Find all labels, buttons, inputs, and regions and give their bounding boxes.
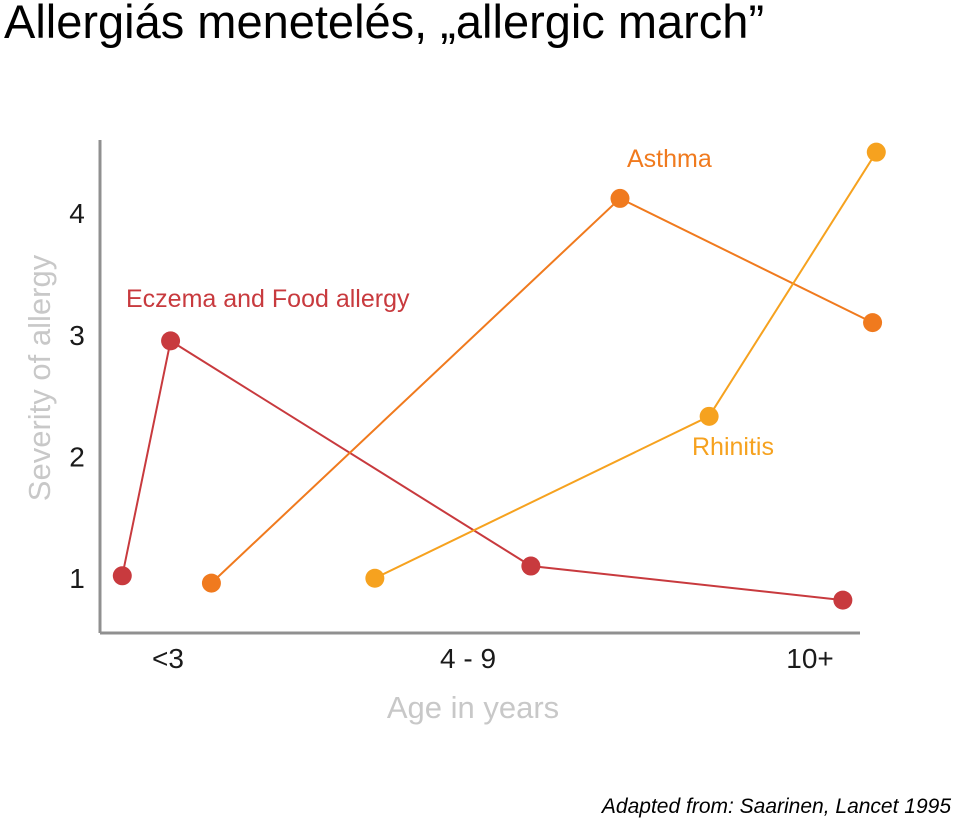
x-tick-label-2: 4 - 9 (440, 643, 496, 674)
data-point-eczema-4 (833, 590, 853, 610)
source-note: Adapted from: Saarinen, Lancet 1995 (601, 795, 951, 818)
y-tick-label-4: 4 (69, 198, 85, 229)
y-tick-label-1: 1 (69, 563, 85, 594)
series-line-eczema (121, 339, 844, 602)
x-tick-label-3: 10+ (786, 643, 834, 674)
x-tick-label-1: <3 (152, 643, 184, 674)
data-point-asthma-1 (201, 573, 221, 593)
x-axis-title: Age in years (387, 690, 559, 725)
series-label-asthma: Asthma (627, 145, 712, 173)
series-label-eczema: Eczema and Food allergy (126, 285, 410, 313)
y-tick-label-3: 3 (69, 320, 85, 351)
data-point-eczema-2 (161, 331, 181, 351)
data-point-rhinitis-1 (365, 568, 385, 588)
data-point-eczema-1 (112, 566, 132, 586)
slide-title: Allergiás menetelés, „allergic march” (4, 0, 765, 48)
data-point-rhinitis-2 (699, 406, 719, 426)
data-point-asthma-2 (610, 188, 630, 208)
data-point-rhinitis-3 (866, 142, 886, 162)
data-point-eczema-3 (521, 556, 541, 576)
series-label-rhinitis: Rhinitis (692, 433, 774, 461)
y-axis-title: Severity of allergy (22, 254, 57, 501)
y-tick-label-2: 2 (69, 441, 85, 472)
series-line-rhinitis (374, 151, 878, 580)
series-line-asthma (210, 197, 874, 584)
data-point-asthma-3 (863, 313, 883, 333)
